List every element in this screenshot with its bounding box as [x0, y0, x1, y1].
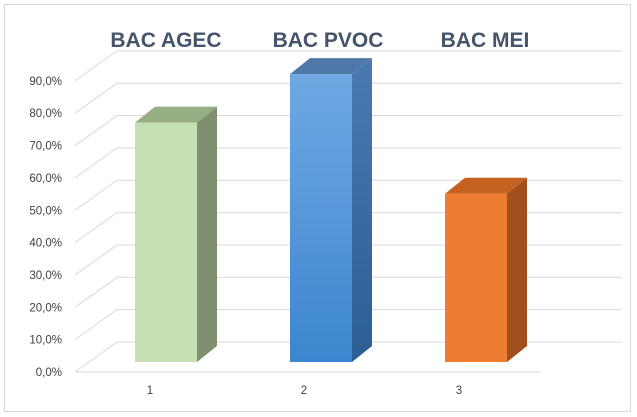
y-tick-label: 50,0% [29, 205, 62, 217]
gridline-side [74, 341, 118, 373]
bar-title: BAC AGEC [110, 29, 221, 52]
gridline-side [74, 50, 118, 82]
bar-side-face [352, 58, 372, 363]
x-category-label: 1 [147, 385, 153, 397]
bar-1 [135, 106, 217, 362]
gridline-side [74, 179, 118, 211]
gridline-side [74, 82, 118, 114]
y-tick-label: 70,0% [29, 141, 62, 153]
gridline-side [74, 115, 118, 146]
y-tick-label: 60,0% [29, 173, 62, 185]
bar-top-face [290, 58, 372, 75]
bar-title: BAC MEI [441, 29, 530, 52]
y-tick-label: 40,0% [29, 238, 62, 250]
bar-top-face [445, 177, 527, 194]
y-axis: 0,0% 10,0% 20,0% 30,0% 40,0% 50,0% 60,0% 70,0% 8… [29, 76, 62, 379]
y-tick-label: 30,0% [29, 270, 62, 282]
bar-side-face [507, 177, 527, 362]
bar-top-face [135, 106, 217, 123]
gridline-side [74, 309, 118, 341]
y-tick-label: 20,0% [29, 302, 62, 314]
gridline-side [74, 147, 118, 179]
bar-front-face [135, 122, 197, 362]
bar-front-face [290, 74, 352, 363]
gridline-side [74, 244, 118, 276]
bar-side-face [197, 106, 217, 362]
bar-front-face [445, 193, 507, 362]
bar-3 [445, 177, 527, 362]
x-axis: 1 2 3 [75, 371, 540, 397]
y-tick-label: 90,0% [29, 76, 62, 88]
bar-title: BAC PVOC [273, 29, 384, 52]
y-tick-label: 0,0% [36, 367, 62, 379]
x-category-label: 3 [456, 385, 462, 397]
bars [135, 58, 527, 363]
y-tick-label: 10,0% [29, 335, 62, 347]
gridline-side [74, 276, 118, 308]
gridline-side [74, 212, 118, 244]
bar-2 [290, 58, 372, 363]
x-category-label: 2 [301, 385, 307, 397]
bar-titles: BAC AGEC BAC PVOC BAC MEI [110, 29, 529, 52]
y-tick-label: 80,0% [29, 108, 62, 120]
